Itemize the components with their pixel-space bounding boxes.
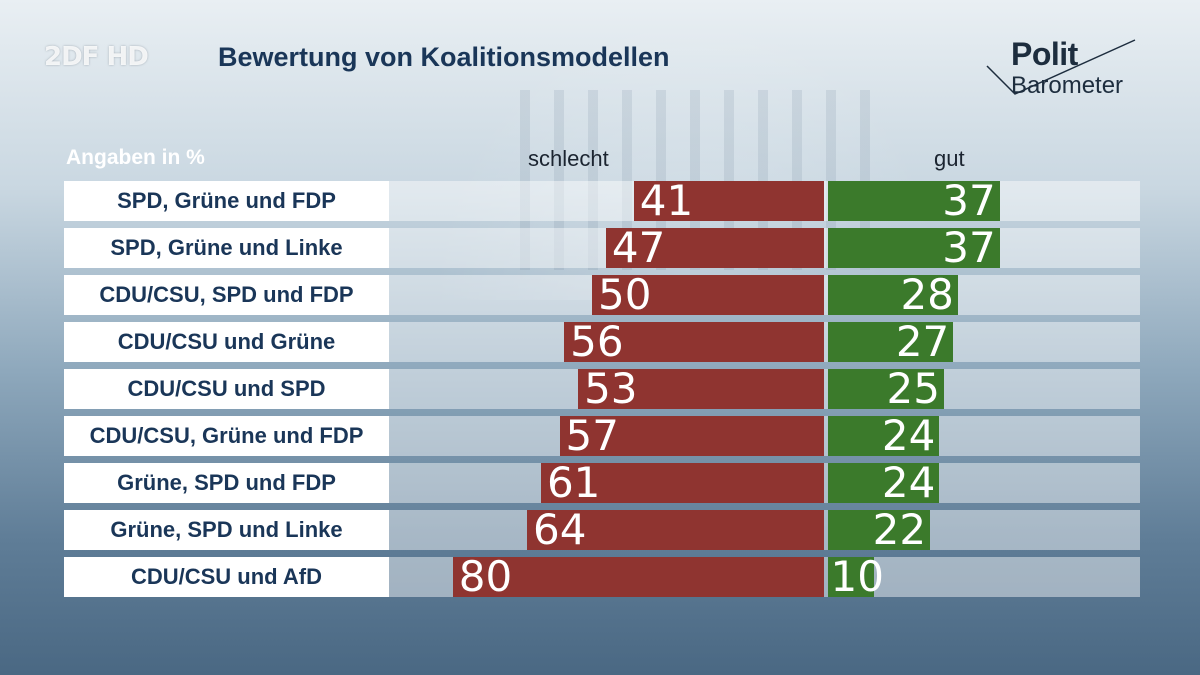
bar-track: 64 22 (389, 505, 1140, 554)
brand-line-barometer: Barometer (1011, 72, 1124, 99)
category-label: SPD, Grüne und FDP (64, 181, 389, 221)
value-schlecht: 50 (598, 270, 652, 319)
bar-schlecht (578, 369, 824, 409)
table-row: CDU/CSU und AfD 80 10 (64, 552, 1140, 601)
table-row: Grüne, SPD und Linke 64 22 (64, 505, 1140, 554)
category-label: CDU/CSU und SPD (64, 369, 389, 409)
bar-schlecht (527, 510, 824, 550)
table-row: CDU/CSU, Grüne und FDP 57 24 (64, 411, 1140, 460)
legend-gut: gut (934, 146, 965, 171)
bar-gut (828, 181, 1000, 221)
table-row: SPD, Grüne und FDP 41 37 (64, 176, 1140, 225)
value-schlecht: 64 (533, 505, 587, 554)
category-label: CDU/CSU, SPD und FDP (64, 275, 389, 315)
bar-gut (828, 416, 940, 456)
table-row: CDU/CSU und SPD 53 25 (64, 364, 1140, 413)
value-schlecht: 56 (570, 317, 624, 366)
bar-schlecht (605, 228, 824, 268)
value-gut: 10 (830, 552, 884, 601)
category-label: Grüne, SPD und FDP (64, 463, 389, 503)
bar-schlecht (633, 181, 824, 221)
value-gut: 25 (886, 364, 940, 413)
value-gut: 24 (881, 411, 936, 460)
politbarometer-logo: Polit Barometer (985, 36, 1145, 106)
checkmark-icon (986, 39, 1136, 95)
table-row: CDU/CSU und Grüne 56 27 (64, 317, 1140, 366)
table-row: Grüne, SPD und FDP 61 24 (64, 458, 1140, 507)
value-gut: 24 (881, 458, 936, 507)
bar-gut (828, 228, 1000, 268)
value-gut: 27 (895, 317, 950, 366)
bar-track: 53 25 (389, 364, 1140, 413)
value-gut: 28 (900, 270, 954, 319)
bar-gut (828, 557, 875, 597)
category-label: CDU/CSU, Grüne und FDP (64, 416, 389, 456)
bar-schlecht (559, 416, 824, 456)
value-gut: 37 (942, 223, 996, 272)
bar-gut (828, 322, 954, 362)
category-label: Grüne, SPD und Linke (64, 510, 389, 550)
category-label: SPD, Grüne und Linke (64, 228, 389, 268)
brand-line-polit: Polit (1011, 36, 1078, 72)
value-schlecht: 47 (611, 223, 666, 272)
bar-track: 61 24 (389, 458, 1140, 507)
bar-track: 50 28 (389, 270, 1140, 319)
channel-logo: 2DF HD (44, 42, 149, 72)
bar-schlecht (592, 275, 824, 315)
bar-schlecht (452, 557, 824, 597)
bar-gut (828, 510, 931, 550)
bar-track: 56 27 (389, 317, 1140, 366)
bar-gut (828, 463, 940, 503)
bar-track: 80 10 (389, 552, 1140, 601)
value-gut: 37 (942, 176, 996, 225)
table-row: CDU/CSU, SPD und FDP 50 28 (64, 270, 1140, 319)
legend-schlecht: schlecht (528, 146, 609, 171)
chart-title: Bewertung von Koalitionsmodellen (218, 42, 670, 72)
category-label: CDU/CSU und AfD (64, 557, 389, 597)
bar-gut (828, 275, 958, 315)
category-label: CDU/CSU und Grüne (64, 322, 389, 362)
value-schlecht: 57 (565, 411, 619, 460)
value-schlecht: 80 (458, 552, 513, 601)
bar-gut (828, 369, 944, 409)
bar-track: 47 37 (389, 223, 1140, 272)
value-schlecht: 53 (584, 364, 638, 413)
value-schlecht: 41 (639, 176, 694, 225)
value-gut: 22 (872, 505, 927, 554)
table-row: SPD, Grüne und Linke 47 37 (64, 223, 1140, 272)
value-schlecht: 61 (546, 458, 601, 507)
unit-label: Angaben in % (66, 146, 205, 169)
bar-schlecht (540, 463, 824, 503)
bar-track: 41 37 (389, 176, 1140, 225)
bar-schlecht (564, 322, 824, 362)
bar-track: 57 24 (389, 411, 1140, 460)
